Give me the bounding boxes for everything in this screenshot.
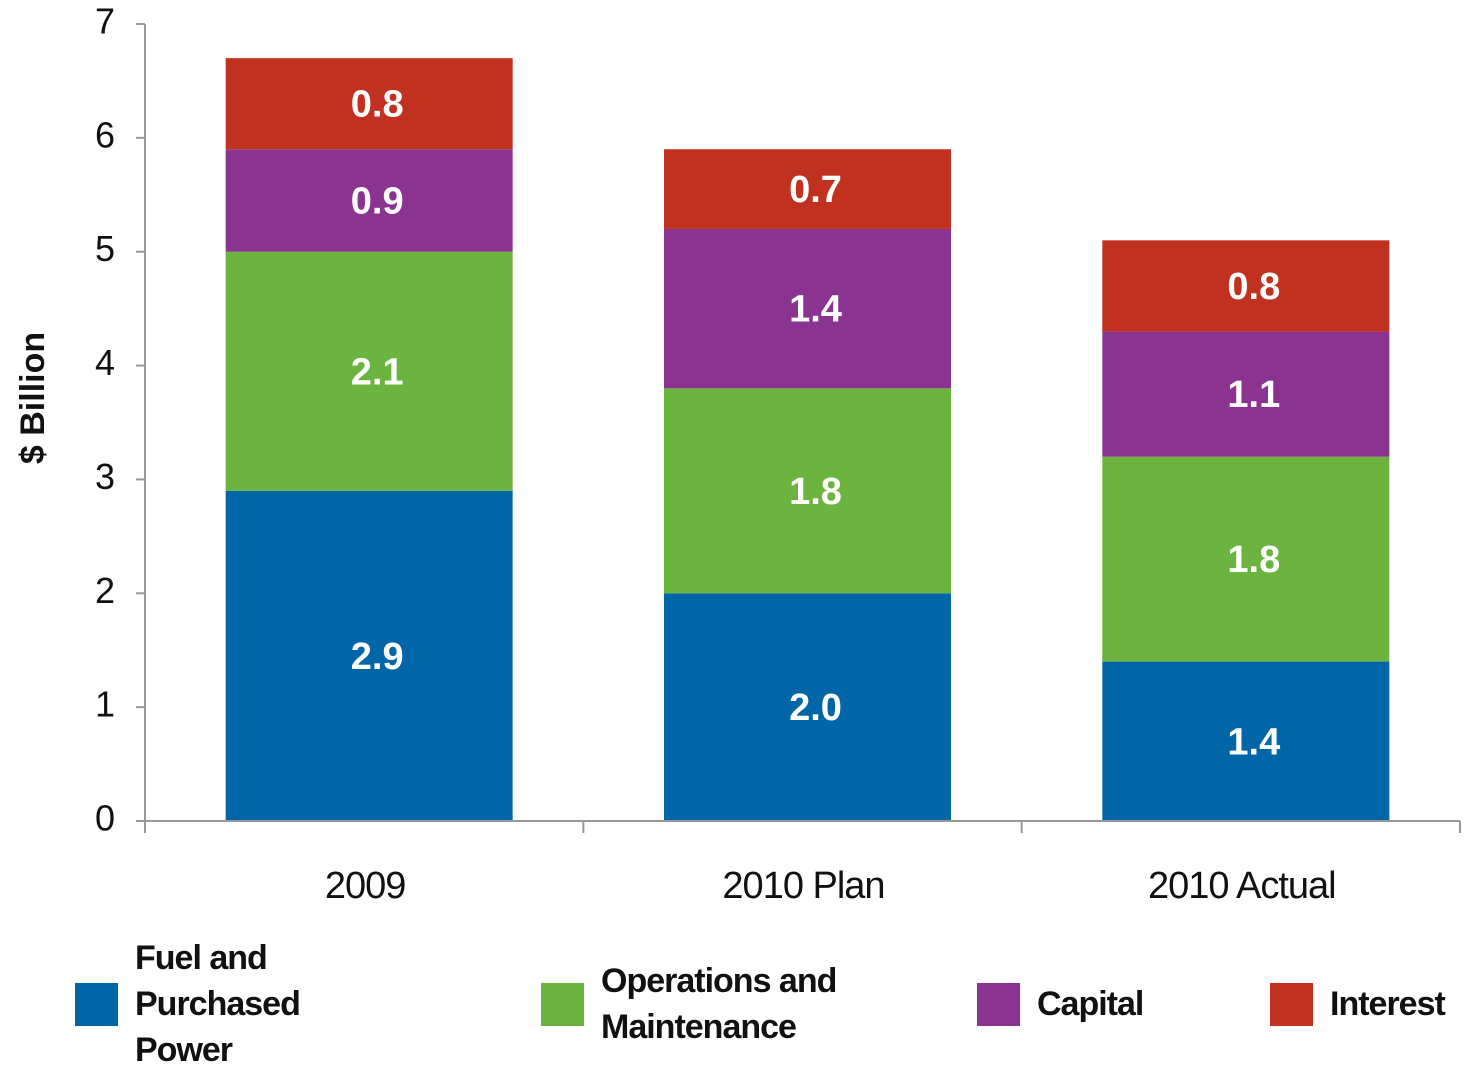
data-label: 1.4 <box>789 289 842 331</box>
legend-item: Capital <box>977 958 1217 1050</box>
x-tick-label: 2010 Actual <box>1148 865 1336 907</box>
y-tick-label: 6 <box>95 114 115 155</box>
bar-segment <box>1102 331 1390 457</box>
x-tick-label: 2010 Plan <box>722 865 884 907</box>
bar-segment <box>225 149 513 252</box>
legend-item: Interest <box>1270 958 1476 1050</box>
y-tick-label: 0 <box>95 798 115 839</box>
bar-segment <box>664 388 951 594</box>
data-label: 1.4 <box>1227 721 1280 763</box>
bar-segment <box>225 58 513 150</box>
legend-label: Interest <box>1330 985 1446 1023</box>
y-tick-label: 2 <box>95 570 115 611</box>
bar-segment <box>1102 661 1390 821</box>
data-label: 0.8 <box>1227 266 1280 308</box>
legend-label: Operations and Maintenance <box>601 962 837 1046</box>
data-label: 2.0 <box>789 687 842 729</box>
y-tick-label: 5 <box>95 228 115 269</box>
legend-swatch <box>75 982 118 1026</box>
y-tick-label: 3 <box>95 456 115 497</box>
bar-segment <box>1102 456 1390 662</box>
chart: $ Billion 0 1 2 3 4 5 6 7 2.9 2.1 0.9 0.8 2009 2.0 1.8… <box>14 1 1461 907</box>
legend-item: Fuel and Purchased Power <box>75 939 335 1069</box>
data-label: 1.1 <box>1227 374 1280 416</box>
bar-segment <box>225 251 513 491</box>
data-label: 2.9 <box>351 636 404 678</box>
bar-segment <box>664 228 951 389</box>
y-tick-label: 7 <box>95 1 115 42</box>
bar-segment <box>225 490 513 821</box>
data-label: 0.8 <box>351 84 404 126</box>
legend-swatch <box>977 982 1020 1026</box>
data-label: 0.7 <box>789 169 842 211</box>
legend-item: Operations and Maintenance <box>541 958 901 1050</box>
bar-segment <box>1102 240 1390 332</box>
y-tick-label: 1 <box>95 684 115 725</box>
legend-swatch <box>541 982 584 1026</box>
bar-segment <box>664 593 951 821</box>
data-label: 2.1 <box>351 351 404 393</box>
y-axis-label: $ Billion <box>14 332 52 464</box>
legend-label: Capital <box>1037 985 1144 1023</box>
x-tick-label: 2009 <box>325 865 406 907</box>
bar-segment <box>664 149 951 229</box>
data-label: 1.8 <box>1227 539 1280 581</box>
data-label: 1.8 <box>789 471 842 513</box>
legend-swatch <box>1270 982 1313 1026</box>
page: $ Billion 0 1 2 3 4 5 6 7 2.9 2.1 0.9 0.8 2009 2.0 1.8… <box>14 1 1461 1069</box>
legend-label: Fuel and Purchased Power <box>135 939 301 1069</box>
y-tick-label: 4 <box>95 342 115 383</box>
data-label: 0.9 <box>351 181 404 223</box>
